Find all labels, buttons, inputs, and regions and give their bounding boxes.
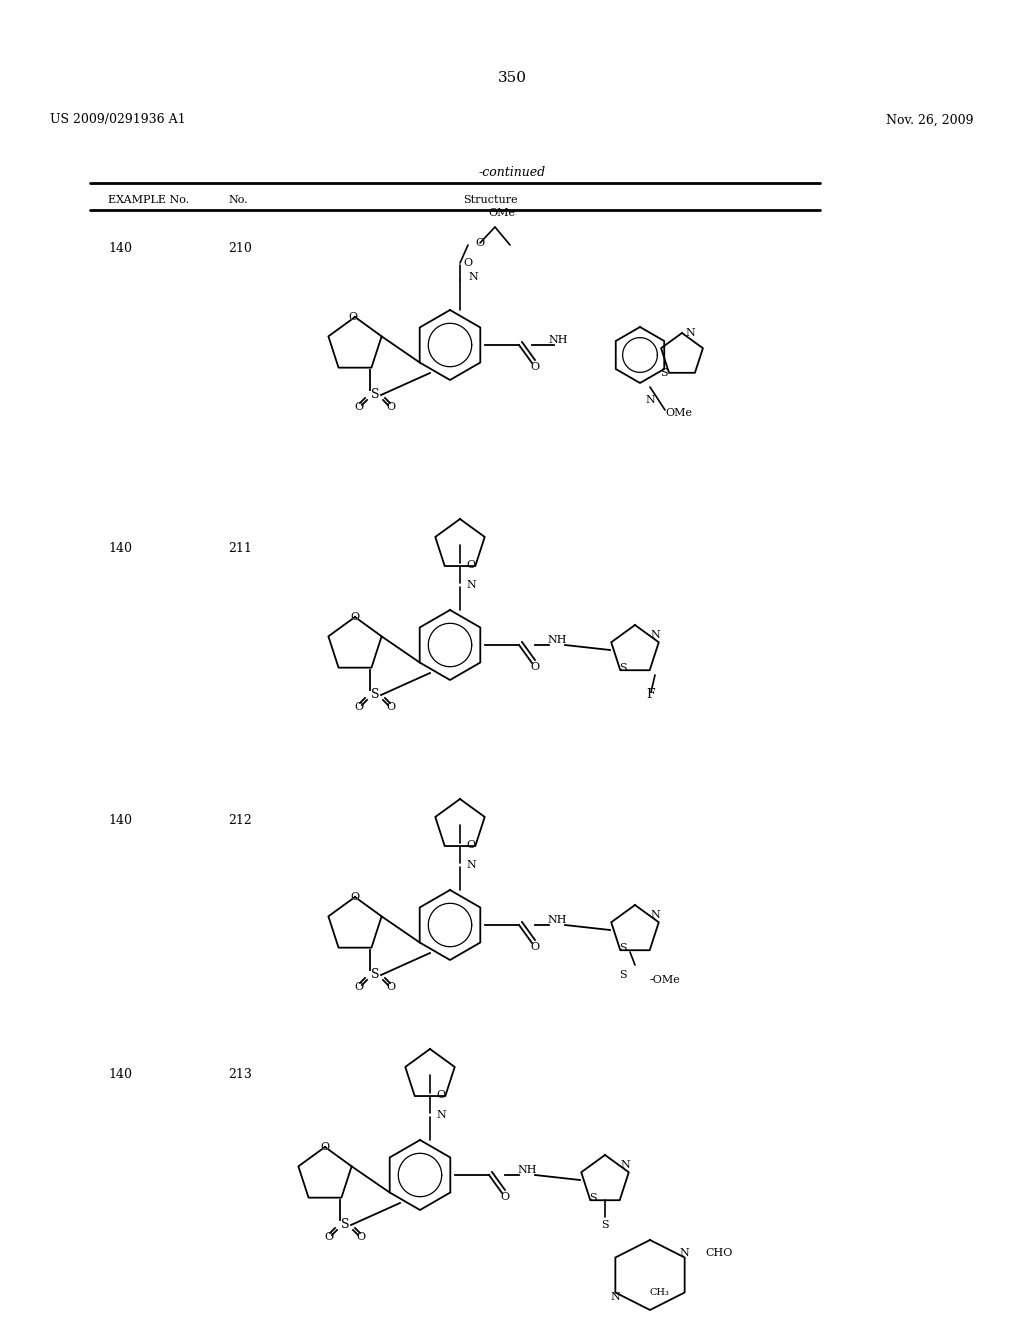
- Text: OMe: OMe: [665, 408, 692, 418]
- Text: EXAMPLE No.: EXAMPLE No.: [108, 195, 189, 205]
- Text: N: N: [680, 1247, 689, 1258]
- Text: S: S: [620, 663, 627, 673]
- Text: S: S: [601, 1220, 609, 1230]
- Text: N: N: [645, 395, 655, 405]
- Text: O: O: [436, 1090, 445, 1100]
- Text: N: N: [685, 327, 695, 338]
- Text: O: O: [530, 362, 540, 372]
- Text: N: N: [650, 630, 659, 640]
- Text: O: O: [354, 403, 364, 412]
- Text: S: S: [620, 970, 627, 979]
- Text: O: O: [348, 312, 357, 322]
- Text: O: O: [466, 560, 475, 570]
- Text: S: S: [371, 969, 379, 982]
- Text: O: O: [350, 612, 359, 622]
- Text: O: O: [463, 257, 472, 268]
- Text: OMe: OMe: [488, 209, 515, 218]
- Text: O: O: [475, 238, 484, 248]
- Text: N: N: [466, 579, 476, 590]
- Text: 140: 140: [108, 813, 132, 826]
- Text: 140: 140: [108, 1068, 132, 1081]
- Text: 140: 140: [108, 541, 132, 554]
- Text: N: N: [468, 272, 478, 282]
- Text: O: O: [354, 702, 364, 711]
- Text: O: O: [354, 982, 364, 993]
- Text: 212: 212: [228, 813, 252, 826]
- Text: O: O: [530, 663, 540, 672]
- Text: N: N: [621, 1160, 630, 1170]
- Text: O: O: [356, 1232, 366, 1242]
- Text: F: F: [647, 689, 655, 701]
- Text: 213: 213: [228, 1068, 252, 1081]
- Text: NH: NH: [547, 915, 566, 925]
- Text: Nov. 26, 2009: Nov. 26, 2009: [887, 114, 974, 127]
- Text: 140: 140: [108, 242, 132, 255]
- Text: Structure: Structure: [463, 195, 517, 205]
- Text: CH₃: CH₃: [650, 1288, 670, 1298]
- Text: O: O: [325, 1232, 334, 1242]
- Text: -continued: -continued: [478, 165, 546, 178]
- Text: NH: NH: [517, 1166, 537, 1175]
- Text: O: O: [386, 403, 395, 412]
- Text: O: O: [350, 892, 359, 902]
- Text: O: O: [321, 1142, 330, 1152]
- Text: O: O: [350, 892, 359, 902]
- Text: O: O: [530, 942, 540, 952]
- Text: N: N: [466, 861, 476, 870]
- Text: N: N: [436, 1110, 445, 1119]
- Text: No.: No.: [228, 195, 248, 205]
- Text: -OMe: -OMe: [650, 975, 681, 985]
- Text: 350: 350: [498, 71, 526, 84]
- Text: O: O: [466, 840, 475, 850]
- Text: N: N: [650, 909, 659, 920]
- Text: US 2009/0291936 A1: US 2009/0291936 A1: [50, 114, 185, 127]
- Text: 210: 210: [228, 242, 252, 255]
- Text: N: N: [610, 1292, 621, 1303]
- Text: S: S: [589, 1193, 597, 1203]
- Text: O: O: [386, 982, 395, 993]
- Text: NH: NH: [548, 335, 567, 345]
- Text: O: O: [386, 702, 395, 711]
- Text: NH: NH: [547, 635, 566, 645]
- Text: O: O: [348, 312, 357, 322]
- Text: O: O: [501, 1192, 510, 1203]
- Text: O: O: [321, 1142, 330, 1152]
- Text: CHO: CHO: [705, 1247, 732, 1258]
- Text: O: O: [350, 612, 359, 622]
- Text: 211: 211: [228, 541, 252, 554]
- Text: S: S: [341, 1218, 349, 1232]
- Text: S: S: [371, 689, 379, 701]
- Text: S: S: [660, 368, 668, 378]
- Text: S: S: [620, 942, 627, 953]
- Text: S: S: [371, 388, 379, 401]
